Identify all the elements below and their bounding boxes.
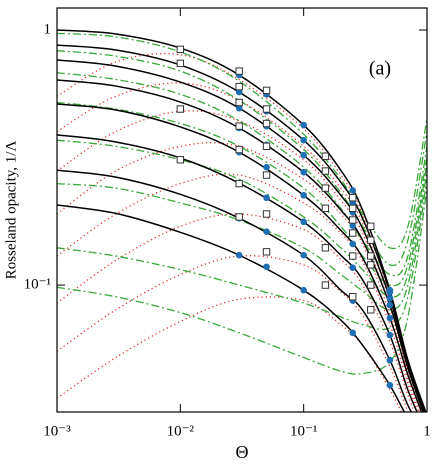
dotted-line	[57, 110, 422, 412]
y-tick-label: 10⁻¹	[24, 277, 51, 293]
square-marker	[176, 59, 185, 68]
dashdot-line	[57, 188, 427, 375]
x-axis-label: Θ	[236, 442, 249, 462]
solid-line	[57, 79, 425, 412]
circle-marker	[263, 228, 270, 235]
circle-marker	[235, 104, 243, 112]
solid-line	[57, 134, 418, 412]
square-marker	[262, 86, 271, 95]
circle-marker	[349, 240, 357, 248]
square-marker	[262, 105, 271, 113]
circle-marker	[386, 288, 394, 296]
circle-marker	[235, 88, 243, 96]
solid-line	[57, 204, 406, 412]
circle-marker	[300, 251, 307, 259]
circle-marker	[300, 121, 307, 129]
square-marker	[349, 252, 357, 260]
circle-marker	[300, 151, 307, 159]
circle-marker	[386, 294, 394, 302]
circle-marker	[349, 187, 357, 194]
square-marker	[367, 252, 375, 260]
square-marker	[321, 204, 330, 213]
circle-marker	[300, 218, 307, 226]
square-marker	[367, 236, 375, 244]
circle-marker	[386, 381, 394, 389]
square-marker	[262, 210, 271, 218]
solid-line	[57, 103, 423, 412]
circle-marker	[300, 286, 307, 294]
dotted-line	[57, 53, 425, 412]
square-marker	[235, 179, 243, 188]
circle-marker	[300, 136, 307, 144]
circle-marker	[300, 168, 307, 176]
circle-marker	[300, 191, 307, 199]
dashdot-line	[57, 139, 427, 298]
square-marker	[321, 152, 330, 160]
plot-frame	[56, 7, 428, 413]
x-tick-label: 10⁻³	[43, 423, 71, 439]
square-marker	[349, 216, 357, 224]
square-marker	[235, 82, 243, 91]
square-marker	[176, 45, 185, 54]
square-marker	[176, 156, 185, 164]
square-marker	[367, 261, 375, 269]
square-marker	[321, 184, 330, 192]
square-marker	[321, 167, 330, 175]
circle-marker	[386, 314, 394, 322]
square-marker	[235, 67, 243, 75]
annotation: (a)	[369, 58, 391, 80]
square-marker	[235, 122, 243, 130]
square-marker	[176, 105, 185, 113]
square-marker	[262, 119, 271, 128]
square-marker	[321, 281, 330, 289]
square-marker	[321, 244, 330, 252]
circle-marker	[263, 263, 270, 271]
square-marker	[367, 222, 375, 231]
square-marker	[349, 293, 357, 301]
square-marker	[262, 248, 271, 256]
dashdot-line	[57, 32, 427, 250]
dotted-line	[57, 255, 409, 412]
y-tick-label: 1	[44, 21, 52, 37]
square-marker	[235, 145, 243, 154]
square-marker	[262, 171, 271, 179]
circle-marker	[349, 329, 357, 337]
circle-marker	[386, 356, 394, 364]
x-tick-label: 10⁻¹	[290, 423, 317, 439]
square-marker	[367, 306, 375, 314]
circle-marker	[386, 331, 394, 339]
dashdot-line	[57, 179, 427, 331]
solid-line	[57, 169, 413, 412]
circle-marker	[263, 163, 270, 171]
square-marker	[349, 204, 357, 213]
y-axis-label: Rosseland opacity, 1/Λ	[3, 141, 19, 280]
x-tick-label: 1	[423, 423, 431, 439]
x-tick-label: 10⁻²	[167, 423, 195, 439]
circle-marker	[349, 264, 357, 271]
circle-marker	[263, 194, 270, 202]
square-marker	[349, 194, 357, 202]
dotted-line	[57, 296, 402, 412]
square-marker	[367, 281, 375, 289]
dotted-line	[57, 173, 419, 412]
square-marker	[349, 229, 357, 237]
circle-marker	[349, 222, 357, 229]
circle-marker	[386, 301, 394, 309]
dashdot-line	[57, 170, 427, 311]
square-marker	[262, 142, 271, 151]
plot-area	[57, 29, 427, 412]
square-marker	[235, 213, 243, 221]
dotted-line	[57, 142, 420, 412]
dotted-line	[57, 213, 416, 412]
circle-marker	[235, 251, 243, 259]
square-marker	[235, 98, 243, 107]
